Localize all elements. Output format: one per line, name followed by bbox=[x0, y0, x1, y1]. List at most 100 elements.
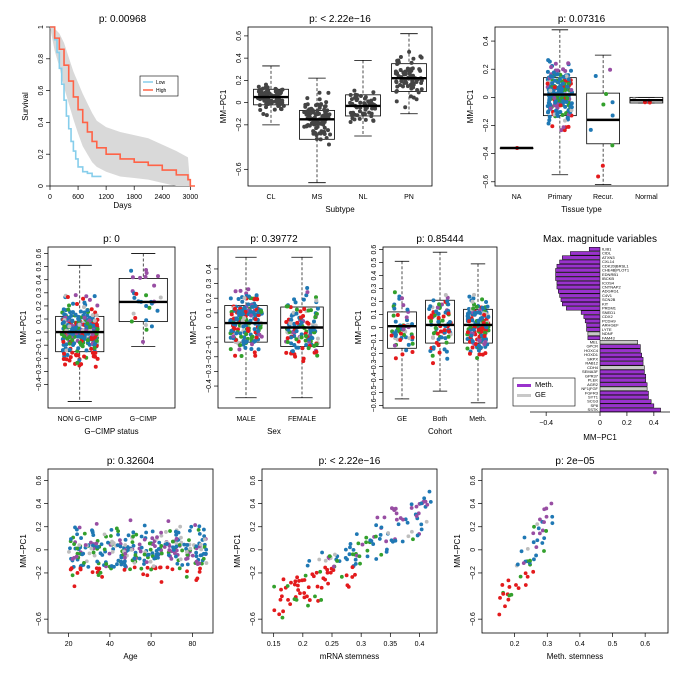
bar bbox=[599, 378, 647, 383]
data-point bbox=[285, 584, 290, 588]
y-axis-label: MM−PC1 bbox=[219, 89, 228, 123]
y-tick-label: 0 bbox=[38, 184, 45, 188]
y-tick-label: −0.6 bbox=[236, 162, 243, 176]
data-point bbox=[339, 574, 344, 579]
data-point bbox=[123, 564, 128, 568]
bar bbox=[599, 340, 638, 345]
data-point bbox=[144, 303, 149, 308]
data-point bbox=[270, 99, 275, 104]
data-point bbox=[410, 78, 415, 83]
data-point bbox=[195, 576, 200, 581]
data-point bbox=[281, 609, 286, 614]
data-point bbox=[80, 552, 85, 557]
data-point bbox=[364, 540, 368, 545]
data-point bbox=[264, 90, 269, 95]
data-point bbox=[194, 544, 199, 549]
data-point bbox=[258, 107, 263, 112]
data-point bbox=[327, 112, 332, 117]
data-point bbox=[87, 297, 92, 302]
data-point bbox=[398, 55, 403, 60]
data-point bbox=[156, 274, 161, 279]
confidence-band bbox=[50, 27, 195, 186]
data-point bbox=[144, 318, 149, 323]
data-point bbox=[414, 504, 419, 509]
data-point bbox=[143, 274, 148, 279]
data-point bbox=[202, 537, 207, 542]
data-point bbox=[138, 275, 143, 280]
bar-label: AGR2 bbox=[587, 382, 599, 387]
data-point bbox=[555, 105, 560, 110]
data-point bbox=[307, 598, 312, 602]
data-point bbox=[405, 307, 410, 312]
data-point bbox=[553, 78, 558, 83]
data-point bbox=[556, 80, 561, 85]
data-point bbox=[303, 573, 308, 578]
data-point bbox=[92, 345, 97, 350]
data-point bbox=[118, 538, 122, 543]
category-label: PN bbox=[404, 194, 414, 201]
data-point bbox=[204, 561, 209, 565]
data-point bbox=[306, 585, 311, 590]
survival-line-low bbox=[50, 26, 102, 178]
data-point bbox=[608, 67, 613, 72]
data-point bbox=[469, 333, 474, 338]
data-point bbox=[320, 120, 325, 125]
bar-label: CHE4B|PLOT1 bbox=[602, 268, 630, 273]
data-point bbox=[545, 69, 550, 74]
data-point bbox=[384, 539, 389, 544]
data-point bbox=[369, 539, 374, 543]
data-point bbox=[550, 81, 555, 86]
data-point bbox=[148, 547, 153, 552]
data-point bbox=[255, 297, 260, 302]
data-point bbox=[74, 302, 79, 307]
bar bbox=[599, 357, 644, 362]
data-point bbox=[81, 296, 86, 301]
data-point bbox=[465, 336, 470, 341]
y-tick-label: −0.6 bbox=[371, 398, 378, 412]
data-point bbox=[547, 114, 552, 119]
data-point bbox=[134, 291, 139, 296]
data-point bbox=[68, 355, 73, 360]
data-point bbox=[546, 121, 551, 126]
data-point bbox=[436, 343, 441, 348]
bar bbox=[599, 382, 648, 387]
data-point bbox=[357, 554, 362, 559]
data-point bbox=[419, 527, 424, 532]
y-tick-label: −0.2 bbox=[36, 566, 43, 580]
y-tick-label: 0.6 bbox=[250, 476, 257, 486]
data-point bbox=[123, 551, 128, 556]
box-recur- bbox=[586, 54, 620, 185]
data-point bbox=[474, 304, 479, 309]
y-tick-label: −0.6 bbox=[470, 612, 477, 626]
data-point bbox=[242, 335, 247, 340]
data-point bbox=[394, 99, 399, 104]
bar-label: CDK20|BRSL1 bbox=[602, 263, 629, 268]
y-tick-label: 0.4 bbox=[206, 264, 213, 274]
data-point bbox=[433, 325, 438, 330]
data-point bbox=[303, 334, 308, 339]
data-point bbox=[550, 74, 555, 79]
bar-label: ICOS4 bbox=[602, 280, 615, 285]
data-point bbox=[398, 67, 403, 72]
y-tick-label: 0.6 bbox=[371, 245, 378, 255]
data-point bbox=[477, 352, 482, 357]
y-tick-label: −0.1 bbox=[36, 338, 43, 352]
data-point bbox=[560, 81, 565, 86]
data-point bbox=[566, 77, 571, 82]
data-point bbox=[364, 535, 369, 540]
data-point bbox=[258, 325, 263, 330]
panel-age: p: 0.32604 −0.6 −0.2 0 0.2 0.4 0.6 20 40 60 80 MM−P… bbox=[19, 456, 214, 661]
data-point bbox=[371, 542, 376, 546]
data-point bbox=[106, 540, 110, 545]
data-point bbox=[647, 100, 652, 105]
data-point bbox=[297, 579, 301, 583]
bar bbox=[599, 386, 648, 391]
data-point bbox=[306, 603, 310, 608]
data-point bbox=[73, 352, 78, 357]
data-point bbox=[343, 555, 348, 560]
x-tick-label: 40 bbox=[106, 641, 114, 648]
data-point bbox=[298, 591, 302, 596]
data-point bbox=[446, 334, 451, 339]
data-point bbox=[307, 337, 312, 342]
data-point bbox=[503, 604, 507, 609]
